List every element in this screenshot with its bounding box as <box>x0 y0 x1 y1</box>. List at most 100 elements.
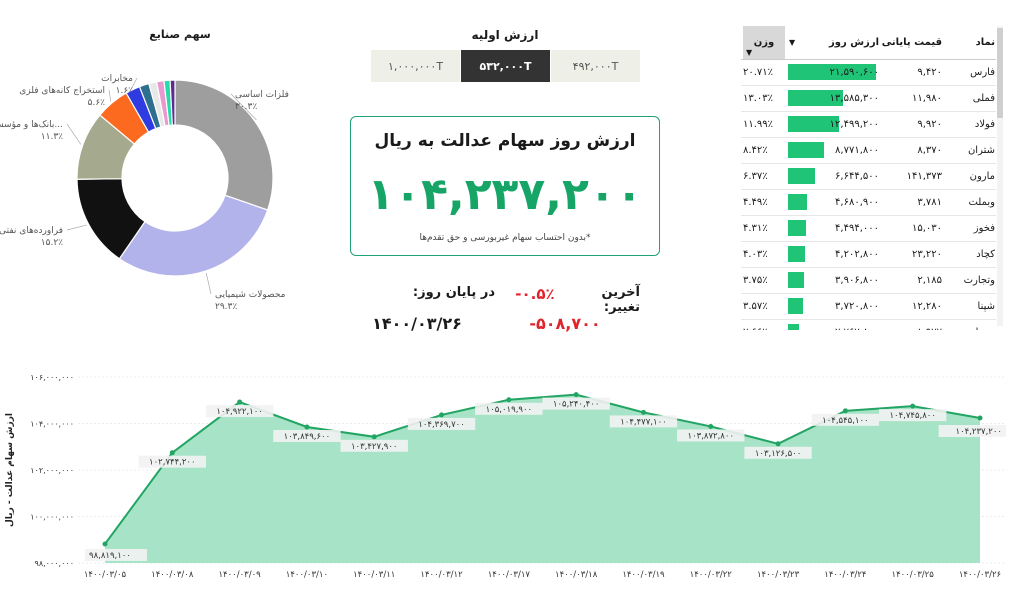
cell-price: ۹,۹۲۰ <box>917 118 942 130</box>
y-tick-label: ۱۰۶,۰۰۰,۰۰۰ <box>30 373 74 382</box>
initial-value-option[interactable]: ۱,۰۰۰,۰۰۰T <box>371 50 461 82</box>
donut-slice-percent: ۵.۶٪ <box>88 98 106 108</box>
cell-symbol: شپنا <box>977 300 995 312</box>
data-point[interactable] <box>304 424 310 430</box>
data-label: ۱۰۴,۹۲۲,۱۰۰ <box>216 407 263 417</box>
last-change-percent: -۰.۵٪ <box>515 285 555 303</box>
initial-value-option[interactable]: ۴۹۲,۰۰۰T <box>551 50 641 82</box>
y-tick-label: ۱۰۴,۰۰۰,۰۰۰ <box>30 420 74 429</box>
data-point[interactable] <box>102 541 108 547</box>
cell-symbol: فخوز <box>973 222 995 234</box>
table-row[interactable]: وبصادر۱,۹۷۷۲,۷۶۷,۸۰۰۲.۶۶٪ <box>741 319 996 330</box>
donut-slice[interactable] <box>174 79 274 211</box>
data-point[interactable] <box>775 441 781 447</box>
value-bar <box>788 272 804 288</box>
data-label: ۱۰۵,۲۴۰,۴۰۰ <box>553 400 600 410</box>
data-label: ۱۰۴,۷۴۵,۸۰۰ <box>889 411 936 421</box>
cell-weight: ۱۱.۹۹٪ <box>743 118 774 130</box>
data-point[interactable] <box>169 450 175 456</box>
data-point[interactable] <box>640 409 646 415</box>
data-label-bg <box>407 417 476 430</box>
initial-value-option[interactable]: ۵۳۲,۰۰۰T <box>461 50 551 82</box>
donut-slice-label: محصولات شیمیایی <box>215 290 286 300</box>
scrollbar-thumb[interactable] <box>997 28 1003 118</box>
donut-leader-line <box>108 89 112 102</box>
x-tick-label: ۱۴۰۰/۰۳/۲۲ <box>690 570 733 580</box>
data-label: ۱۰۴,۳۶۹,۷۰۰ <box>418 420 465 430</box>
data-label-bg <box>340 439 408 452</box>
initial-value-title: ارزش اولیه <box>471 28 539 42</box>
table-row[interactable]: وتجارت ۲,۱۸۵ ۳,۹۰۶,۸۰۰ ۳.۷۵٪ <box>741 267 996 294</box>
data-label-bg <box>811 413 880 426</box>
donut-slice-percent: ۳۰.۳٪ <box>235 102 257 112</box>
data-label: ۹۸,۸۱۹,۱۰۰ <box>89 551 131 561</box>
initial-value-selector: ۴۹۲,۰۰۰T ۵۳۲,۰۰۰T ۱,۰۰۰,۰۰۰T <box>371 50 641 82</box>
cell-symbol: وبصادر <box>945 319 995 331</box>
cell-value: ۱۳,۵۸۵,۳۰۰ <box>829 92 879 104</box>
x-tick-label: ۱۴۰۰/۰۳/۲۵ <box>892 570 935 580</box>
table-header-row: نماد قیمت پایانی ارزش روز ▼ وزن ▼ <box>741 26 996 60</box>
table-row[interactable]: فملی ۱۱,۹۸۰ ۱۳,۵۸۵,۳۰۰ ۱۳.۰۳٪ <box>741 85 996 112</box>
donut-leader-line <box>205 272 212 295</box>
table-scrollbar[interactable] <box>997 26 1003 326</box>
data-label-bg <box>138 455 207 468</box>
header-price[interactable]: قیمت پایانی <box>881 37 942 48</box>
table-row[interactable]: کچاد ۲۳,۲۲۰ ۴,۲۰۲,۸۰۰ ۴.۰۳٪ <box>741 241 996 268</box>
cell-price: ۱,۹۷۷ <box>880 319 942 331</box>
sort-desc-icon: ▼ <box>746 48 753 57</box>
daily-value-card: ارزش روز سهام عدالت به ریال ۱۰۴,۲۳۷,۲۰۰ … <box>350 116 660 256</box>
data-point[interactable] <box>439 412 445 418</box>
data-label: ۱۰۴,۴۷۷,۱۰۰ <box>620 417 667 427</box>
data-label-bg <box>609 415 678 428</box>
table-row[interactable]: شتران ۸,۳۷۰ ۸,۷۷۱,۸۰۰ ۸.۴۲٪ <box>741 137 996 164</box>
header-value[interactable]: ارزش روز ▼ <box>787 26 879 59</box>
donut-slice-percent: ۲۹.۳٪ <box>215 302 237 312</box>
cell-weight: ۲۰.۷۱٪ <box>743 66 774 78</box>
cell-value: ۳,۷۲۰,۸۰۰ <box>835 300 879 312</box>
data-point[interactable] <box>371 434 377 440</box>
cell-value: ۴,۲۰۲,۸۰۰ <box>835 248 879 260</box>
table-row[interactable]: وبملت ۳,۷۸۱ ۴,۶۸۰,۹۰۰ ۴.۴۹٪ <box>741 189 996 216</box>
donut-slice[interactable] <box>118 194 269 277</box>
donut-leader-line <box>66 224 87 231</box>
x-tick-label: ۱۴۰۰/۰۳/۰۸ <box>151 570 194 580</box>
y-tick-label: ۱۰۰,۰۰۰,۰۰۰ <box>30 513 74 522</box>
card-title: ارزش روز سهام عدالت به ریال <box>374 131 636 151</box>
cell-price: ۱۴۱,۳۷۳ <box>906 170 942 182</box>
table-row[interactable]: مارون ۱۴۱,۳۷۳ ۶,۶۴۴,۵۰۰ ۶.۳۷٪ <box>741 163 996 190</box>
data-point[interactable] <box>708 423 714 429</box>
data-point[interactable] <box>573 392 579 398</box>
cell-symbol: کچاد <box>976 248 995 260</box>
cell-weight: ۳.۷۵٪ <box>743 274 768 286</box>
header-symbol[interactable]: نماد <box>975 37 995 48</box>
y-tick-label: ۱۰۲,۰۰۰,۰۰۰ <box>30 466 74 475</box>
data-label: ۱۰۴,۵۴۵,۱۰۰ <box>822 416 869 426</box>
cell-price: ۸,۳۷۰ <box>917 144 942 156</box>
cell-weight: ۴.۴۹٪ <box>743 196 768 208</box>
data-label-bg <box>938 424 1006 437</box>
x-tick-label: ۱۴۰۰/۰۳/۱۸ <box>555 570 598 580</box>
data-label-bg <box>273 429 341 442</box>
data-label: ۱۰۳,۱۲۶,۵۰۰ <box>755 449 802 459</box>
donut-slice-percent: ۱۱.۳٪ <box>41 132 63 142</box>
x-tick-label: ۱۴۰۰/۰۳/۱۱ <box>353 570 395 580</box>
donut-slice-label: فراورده‌های نفتی <box>0 226 63 236</box>
cell-symbol: مارون <box>969 170 995 182</box>
donut-slice-label: فلزات اساسی <box>235 90 289 100</box>
data-point[interactable] <box>842 408 848 414</box>
card-note: *بدون احتساب سهام غیربورسی و حق تقدم‌ها <box>419 233 591 243</box>
data-point[interactable] <box>910 403 916 409</box>
header-weight[interactable]: وزن ▼ <box>743 26 785 59</box>
table-row[interactable]: شپنا ۱۲,۲۸۰ ۳,۷۲۰,۸۰۰ ۳.۵۷٪ <box>741 293 996 320</box>
last-change-label: آخرین تغییر: <box>601 285 641 315</box>
table-row[interactable]: فولاد ۹,۹۲۰ ۱۲,۴۹۹,۲۰۰ ۱۱.۹۹٪ <box>741 111 996 138</box>
table-row[interactable]: فارس ۹,۴۲۰ ۲۱,۵۹۰,۶۰۰ ۲۰.۷۱٪ <box>741 59 996 86</box>
data-point[interactable] <box>506 397 512 403</box>
y-tick-label: ۹۸,۰۰۰,۰۰۰ <box>35 559 74 568</box>
donut-slice[interactable] <box>169 79 176 126</box>
last-change-absolute: -۵۰۸,۷۰۰ <box>529 314 601 333</box>
data-point[interactable] <box>237 399 243 405</box>
data-point[interactable] <box>977 415 983 421</box>
table-row[interactable]: فخوز ۱۵,۰۳۰ ۴,۴۹۴,۰۰۰ ۴.۳۱٪ <box>741 215 996 242</box>
x-tick-label: ۱۴۰۰/۰۳/۲۳ <box>757 570 800 580</box>
